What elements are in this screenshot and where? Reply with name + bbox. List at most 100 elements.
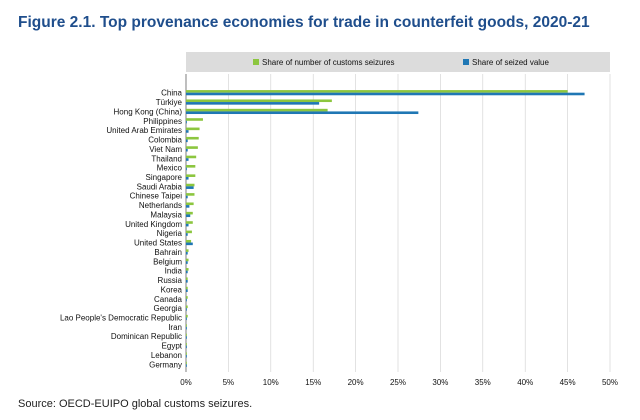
category-label: Iran: [168, 323, 182, 332]
category-label: Malaysia: [150, 210, 182, 219]
bar-seized-value: [186, 176, 189, 180]
category-label: Canada: [154, 295, 183, 304]
bar-customs-seizures: [186, 221, 193, 224]
x-tick-label: 25%: [390, 378, 406, 387]
bar-seized-value: [186, 326, 187, 330]
bar-customs-seizures: [186, 90, 568, 93]
bar-seized-value: [186, 167, 187, 171]
category-label: Philippines: [143, 117, 182, 126]
bar-seized-value: [186, 148, 188, 152]
x-tick-label: 30%: [432, 378, 448, 387]
bar-customs-seizures: [186, 193, 195, 196]
bar-seized-value: [186, 214, 191, 218]
chart-title: Figure 2.1. Top provenance economies for…: [18, 14, 590, 31]
bar-customs-seizures: [186, 99, 332, 103]
bar-customs-seizures: [186, 352, 187, 355]
category-label: Hong Kong (China): [114, 107, 183, 116]
category-label: Bahrain: [154, 248, 182, 257]
bar-customs-seizures: [186, 211, 193, 215]
bar-customs-seizures: [186, 296, 188, 299]
bar-seized-value: [186, 251, 188, 255]
category-label: Colombia: [148, 136, 182, 145]
bar-seized-value: [186, 280, 188, 283]
bar-customs-seizures: [186, 174, 196, 177]
category-label: Türkiye: [156, 98, 183, 107]
category-label: China: [161, 89, 182, 98]
bar-customs-seizures: [186, 333, 187, 337]
category-label: Russia: [158, 276, 183, 285]
bar-seized-value: [186, 242, 193, 246]
x-tick-label: 0%: [180, 378, 192, 387]
bar-seized-value: [186, 270, 188, 274]
bar-customs-seizures: [186, 136, 199, 140]
bar-seized-value: [186, 186, 194, 189]
category-label: Dominican Republic: [111, 332, 182, 341]
legend-label-series-2: Share of seized value: [472, 58, 549, 67]
legend-swatch-series-1: [253, 59, 259, 65]
bar-seized-value: [186, 233, 188, 236]
bar-seized-value: [186, 261, 188, 264]
category-label: Germany: [149, 360, 182, 369]
bar-customs-seizures: [186, 324, 187, 327]
category-label: Saudi Arabia: [137, 182, 183, 191]
bars: [186, 90, 585, 367]
x-tick-label: 45%: [560, 378, 576, 387]
x-tick-label: 50%: [602, 378, 618, 387]
bar-customs-seizures: [186, 165, 196, 168]
legend-label-series-1: Share of number of customs seizures: [262, 58, 395, 67]
category-label: Singapore: [146, 173, 183, 182]
category-label: United Arab Emirates: [106, 126, 182, 135]
category-label: Nigeria: [157, 229, 183, 238]
source-note: Source: OECD-EUIPO global customs seizur…: [18, 398, 253, 410]
category-label: Belgium: [153, 257, 182, 266]
bar-seized-value: [186, 158, 189, 161]
category-label: Lebanon: [151, 351, 182, 360]
bar-seized-value: [186, 195, 188, 199]
bar-seized-value: [186, 308, 187, 311]
category-label: Chinese Taipei: [130, 192, 183, 201]
category-label: Mexico: [157, 164, 183, 173]
x-axis-ticks: 0% 5% 10% 15% 20% 25% 30% 35% 40% 45% 50%: [180, 378, 618, 387]
bar-customs-seizures: [186, 118, 203, 121]
bar-seized-value: [186, 205, 190, 208]
bar-customs-seizures: [186, 305, 188, 309]
category-label: Netherlands: [139, 201, 182, 210]
bar-customs-seizures: [186, 239, 192, 243]
x-tick-label: 10%: [263, 378, 279, 387]
bar-customs-seizures: [186, 202, 194, 206]
bar-customs-seizures: [186, 314, 188, 318]
bar-seized-value: [186, 364, 187, 367]
bar-seized-value: [186, 223, 189, 227]
bar-seized-value: [186, 130, 189, 133]
bar-customs-seizures: [186, 342, 187, 346]
bar-seized-value: [186, 111, 419, 115]
category-label: India: [165, 267, 183, 276]
category-label: Korea: [161, 285, 183, 294]
x-tick-label: 40%: [517, 378, 533, 387]
category-label: United Kingdom: [125, 220, 182, 229]
bar-seized-value: [186, 139, 188, 143]
legend-background: [186, 52, 610, 72]
bar-seized-value: [186, 289, 188, 292]
bar-customs-seizures: [186, 258, 189, 262]
bar-seized-value: [186, 336, 187, 339]
bar-customs-seizures: [186, 155, 197, 159]
bar-seized-value: [186, 317, 187, 321]
bar-customs-seizures: [186, 230, 192, 234]
bar-seized-value: [186, 354, 187, 358]
bar-customs-seizures: [186, 249, 189, 252]
bar-customs-seizures: [186, 286, 188, 290]
bar-customs-seizures: [186, 127, 200, 131]
x-tick-label: 20%: [348, 378, 364, 387]
bar-customs-seizures: [186, 268, 189, 271]
legend: Share of number of customs seizures Shar…: [186, 52, 610, 72]
bar-customs-seizures: [186, 108, 328, 112]
bar-seized-value: [186, 345, 187, 349]
category-label: Georgia: [154, 304, 183, 313]
category-label: Viet Nam: [149, 145, 182, 154]
bar-seized-value: [186, 120, 187, 124]
x-tick-label: 5%: [223, 378, 235, 387]
bar-customs-seizures: [186, 183, 195, 187]
